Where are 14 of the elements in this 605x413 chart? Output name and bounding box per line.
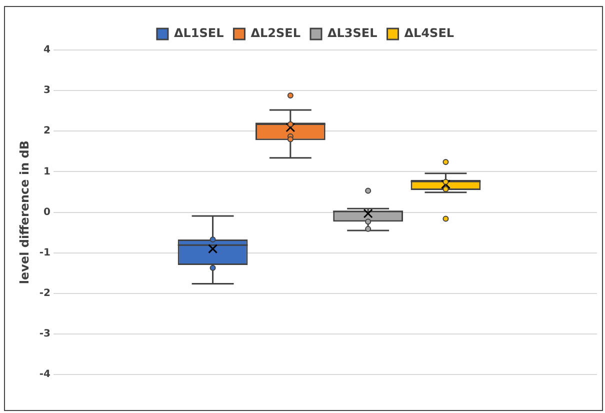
y-tick-label: 4: [44, 44, 51, 56]
y-tick-label: 2: [44, 126, 51, 137]
y-tick-label: -1: [39, 247, 51, 258]
legend-label: ΔL4SEL: [404, 26, 454, 40]
legend-label: ΔL3SEL: [328, 26, 378, 40]
y-axis-title: level difference in dB: [17, 140, 32, 284]
y-tick-label: -2: [39, 288, 51, 300]
y-tick-label: -3: [39, 328, 51, 340]
y-tick-label: -4: [39, 369, 51, 380]
y-tick-label: 1: [44, 166, 51, 178]
legend-label: ΔL2SEL: [250, 26, 301, 40]
legend-label: ΔL1SEL: [174, 26, 224, 40]
y-tick-label: 3: [44, 85, 51, 96]
y-tick-label: 0: [44, 206, 51, 218]
